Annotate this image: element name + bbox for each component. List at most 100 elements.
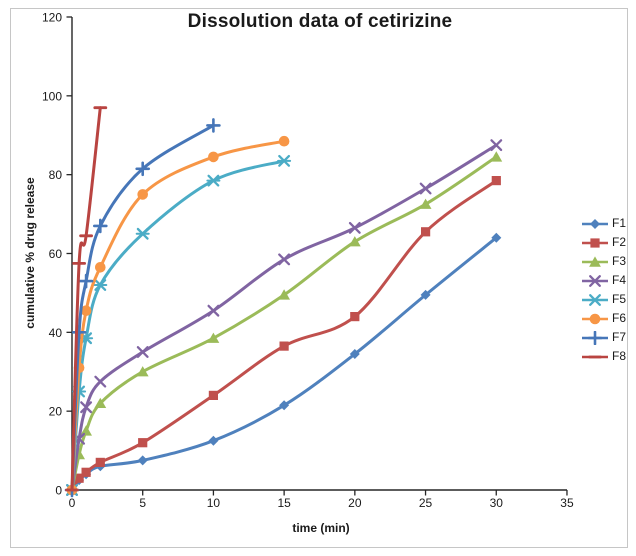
legend-marker-F1 xyxy=(590,218,600,229)
legend-item-F4: F4 xyxy=(581,271,626,290)
y-tick-label: 20 xyxy=(49,405,63,419)
series-F4-marker xyxy=(419,182,432,195)
legend-label: F4 xyxy=(612,273,627,287)
series-F4-marker xyxy=(80,401,93,414)
x-tick-label: 15 xyxy=(277,496,291,510)
legend: F1 F2 F3 F4 F5 F6 F7 F8 xyxy=(581,214,626,366)
series-F7-marker xyxy=(78,273,94,289)
series-F6-marker xyxy=(137,189,148,200)
y-tick-label: 40 xyxy=(49,326,63,340)
legend-marker-F6 xyxy=(589,313,601,324)
legend-label: F3 xyxy=(612,254,627,268)
series-F6 xyxy=(66,135,290,496)
series-F4-marker xyxy=(278,253,291,266)
series-F5-marker xyxy=(135,227,150,240)
legend-label: F5 xyxy=(612,292,627,306)
legend-marker-F5 xyxy=(588,293,602,306)
series-F6-marker xyxy=(278,135,290,147)
series-F1-marker xyxy=(208,435,219,446)
series-F2-marker xyxy=(74,473,84,483)
legend-item-F1: F1 xyxy=(581,214,626,233)
series-F5-marker xyxy=(206,174,221,187)
series-F4-line xyxy=(70,143,498,492)
x-tick-label: 25 xyxy=(419,496,433,510)
circle-legend-icon xyxy=(582,313,608,324)
series-F1-marker xyxy=(137,455,148,466)
legend-marker-F2 xyxy=(590,237,600,248)
series-F3-marker xyxy=(80,425,92,436)
chart-title: Dissolution data of cetirizine xyxy=(187,11,453,32)
series-F2-marker xyxy=(421,227,431,237)
series-F4 xyxy=(66,139,503,496)
x-tick-label: 0 xyxy=(69,496,76,510)
legend-marker-F3 xyxy=(589,255,601,267)
series-F4-marker xyxy=(94,375,107,388)
legend-marker-F7 xyxy=(587,330,603,345)
series-F4-marker xyxy=(207,304,220,317)
series-F7-marker xyxy=(135,161,150,177)
series-F6-marker xyxy=(208,151,219,163)
series-F7-marker xyxy=(206,118,221,133)
series-F6-marker xyxy=(95,262,106,273)
series-F5-marker xyxy=(93,279,108,291)
triangle-legend-icon xyxy=(582,255,608,267)
series-F5-line xyxy=(70,159,286,492)
y-tick-label: 120 xyxy=(42,10,62,24)
series-F3-line xyxy=(70,155,498,492)
legend-label: F1 xyxy=(612,216,627,230)
series-F3 xyxy=(66,151,503,495)
legend-label: F7 xyxy=(612,330,627,344)
square-legend-icon xyxy=(582,237,608,248)
series-F7-marker xyxy=(93,218,108,234)
series-F3-marker xyxy=(207,332,220,343)
series-F5 xyxy=(65,154,292,496)
x-tick-label: 30 xyxy=(490,496,504,510)
plus-legend-icon xyxy=(582,330,608,345)
series-F1-marker xyxy=(279,400,290,411)
y-tick-label: 0 xyxy=(55,484,62,498)
legend-label: F8 xyxy=(612,349,627,363)
dash-legend-icon xyxy=(582,355,608,358)
x-axis-label: time (min) xyxy=(292,521,350,535)
y-tick-label: 100 xyxy=(42,89,62,103)
series-F2-marker xyxy=(138,438,148,448)
legend-item-F6: F6 xyxy=(581,309,626,328)
series-F4-marker xyxy=(490,139,503,152)
x-tick-label: 20 xyxy=(348,496,362,510)
series-F1 xyxy=(67,232,502,495)
diamond-legend-icon xyxy=(582,218,608,229)
series-F3-marker xyxy=(490,151,503,162)
series-F1-marker xyxy=(349,349,360,359)
series-F3-marker xyxy=(419,198,432,209)
legend-item-F3: F3 xyxy=(581,252,626,271)
legend-label: F2 xyxy=(612,235,627,249)
x-legend-icon xyxy=(582,274,608,287)
series-F2-line xyxy=(70,179,498,492)
series-F2-marker xyxy=(208,390,218,400)
x-tick-label: 10 xyxy=(207,496,221,510)
series-F3-marker xyxy=(136,366,149,377)
series-F2-marker xyxy=(95,457,105,467)
legend-item-F7: F7 xyxy=(581,328,626,347)
legend-item-F5: F5 xyxy=(581,290,626,309)
series-F2 xyxy=(67,176,501,495)
series-F4-marker xyxy=(348,221,361,234)
series-F4-marker xyxy=(136,346,149,358)
series-F3-marker xyxy=(278,289,290,300)
series-F3-marker xyxy=(348,236,361,247)
series-F5-marker xyxy=(277,154,292,167)
series-F2-marker xyxy=(491,176,501,186)
star-legend-icon xyxy=(582,293,608,306)
series-F8-line xyxy=(70,106,102,492)
axes: 0 20 40 60 80 100 120 0 5 10 15 20 25 30 35 xyxy=(42,10,574,510)
series-F1-marker xyxy=(420,289,431,300)
x-tick-label: 35 xyxy=(560,496,574,510)
series-F8 xyxy=(65,106,108,492)
x-tick-label: 5 xyxy=(139,496,146,510)
series-F1-line xyxy=(70,236,498,492)
legend-item-F8: F8 xyxy=(581,347,626,366)
series-F2-marker xyxy=(279,341,289,351)
series-F3-marker xyxy=(94,397,107,408)
